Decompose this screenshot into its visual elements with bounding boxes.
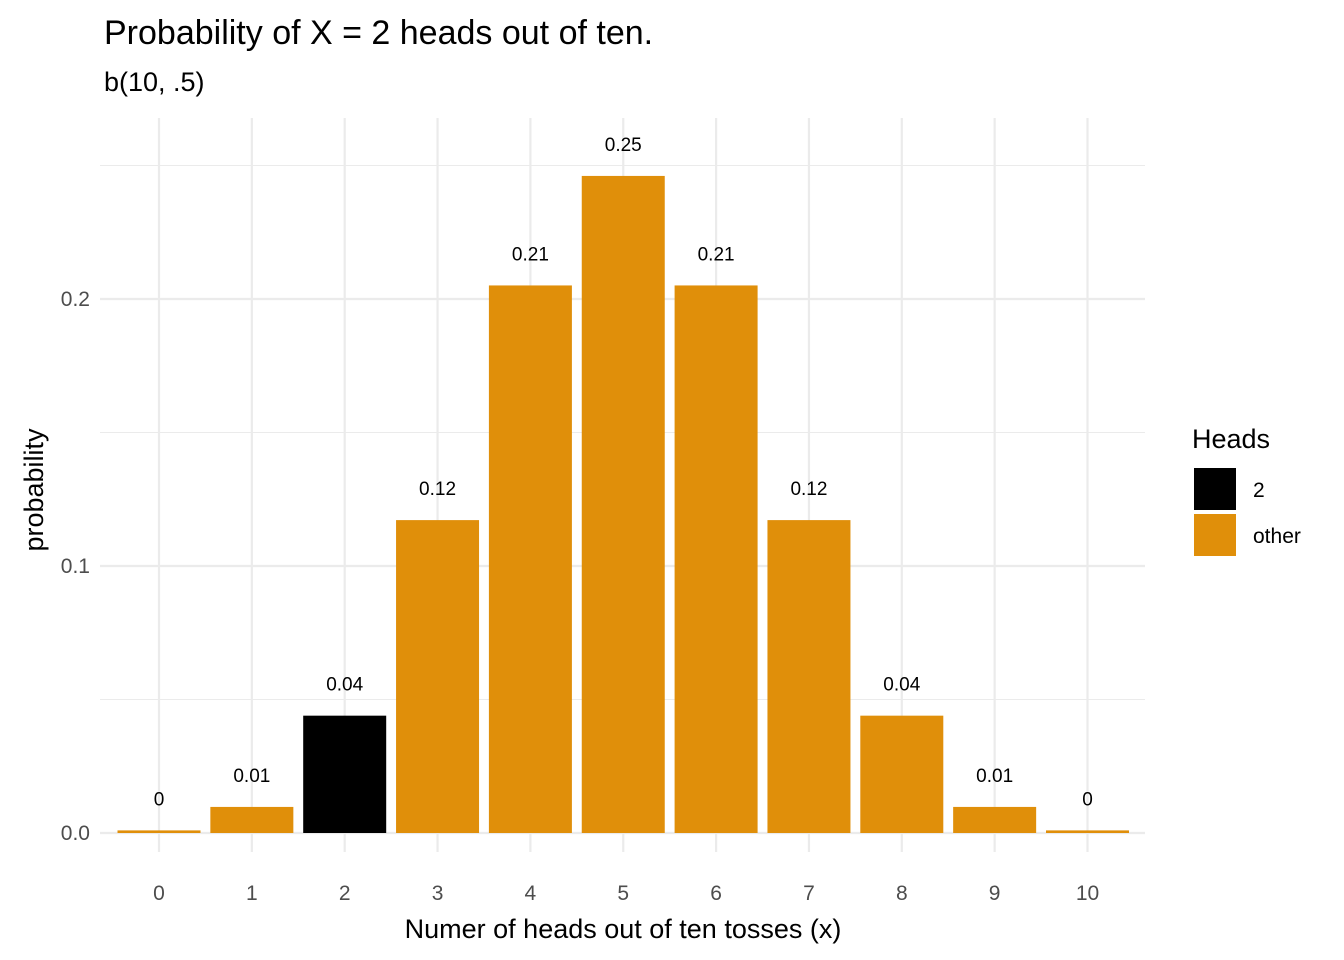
- y-tick-label: 0.2: [61, 288, 90, 311]
- legend: Heads 2 other: [1192, 424, 1301, 556]
- x-tick-label: 2: [339, 882, 351, 905]
- bar: [488, 285, 572, 833]
- bar: [860, 715, 944, 833]
- x-tick-label: 5: [617, 882, 629, 905]
- data-label: 0.04: [326, 675, 363, 696]
- x-tick-label: 8: [896, 882, 908, 905]
- x-tick-labels: 0 1 2 3 4 5 6 7 8 9 10: [153, 882, 1099, 905]
- bar: [674, 285, 758, 833]
- bar: [117, 830, 201, 833]
- x-tick-label: 0: [153, 882, 165, 905]
- x-tick-label: 4: [525, 882, 537, 905]
- data-label: 0.04: [883, 675, 920, 696]
- data-label: 0.12: [419, 479, 456, 500]
- bar: [581, 175, 665, 833]
- bar: [1046, 830, 1129, 833]
- data-label: 0: [1082, 789, 1093, 810]
- x-tick-label: 6: [710, 882, 722, 905]
- legend-title: Heads: [1192, 424, 1270, 454]
- data-label: 0.01: [233, 766, 270, 787]
- data-label: 0: [154, 789, 165, 810]
- data-label: 0.01: [976, 766, 1013, 787]
- legend-key: [1194, 514, 1236, 556]
- legend-label: other: [1253, 525, 1301, 548]
- y-axis-title: probability: [19, 428, 49, 552]
- data-label: 0.21: [512, 244, 549, 265]
- data-labels: 0 0.01 0.04 0.12 0.21 0.25 0.21 0.12 0.04 0.01 0: [154, 135, 1093, 810]
- bar: [210, 806, 294, 833]
- x-tick-label: 1: [246, 882, 258, 905]
- bars: [117, 175, 1129, 833]
- y-tick-label: 0.0: [61, 822, 90, 845]
- y-tick-label: 0.1: [61, 555, 90, 578]
- bar: [303, 715, 387, 833]
- y-tick-labels: 0.0 0.1 0.2: [61, 288, 90, 845]
- x-tick-label: 3: [432, 882, 444, 905]
- bar: [953, 806, 1037, 833]
- chart-subtitle: b(10, .5): [104, 67, 205, 97]
- legend-label: 2: [1253, 479, 1265, 502]
- x-tick-label: 9: [989, 882, 1001, 905]
- data-label: 0.25: [605, 135, 642, 156]
- x-axis-title: Numer of heads out of ten tosses (x): [405, 914, 842, 944]
- legend-key: [1194, 468, 1236, 510]
- bar: [767, 520, 851, 833]
- data-label: 0.21: [698, 244, 735, 265]
- x-tick-label: 7: [803, 882, 815, 905]
- bar: [396, 520, 480, 833]
- x-tick-label: 10: [1076, 882, 1099, 905]
- data-label: 0.12: [790, 479, 827, 500]
- chart-title: Probability of X = 2 heads out of ten.: [104, 14, 653, 52]
